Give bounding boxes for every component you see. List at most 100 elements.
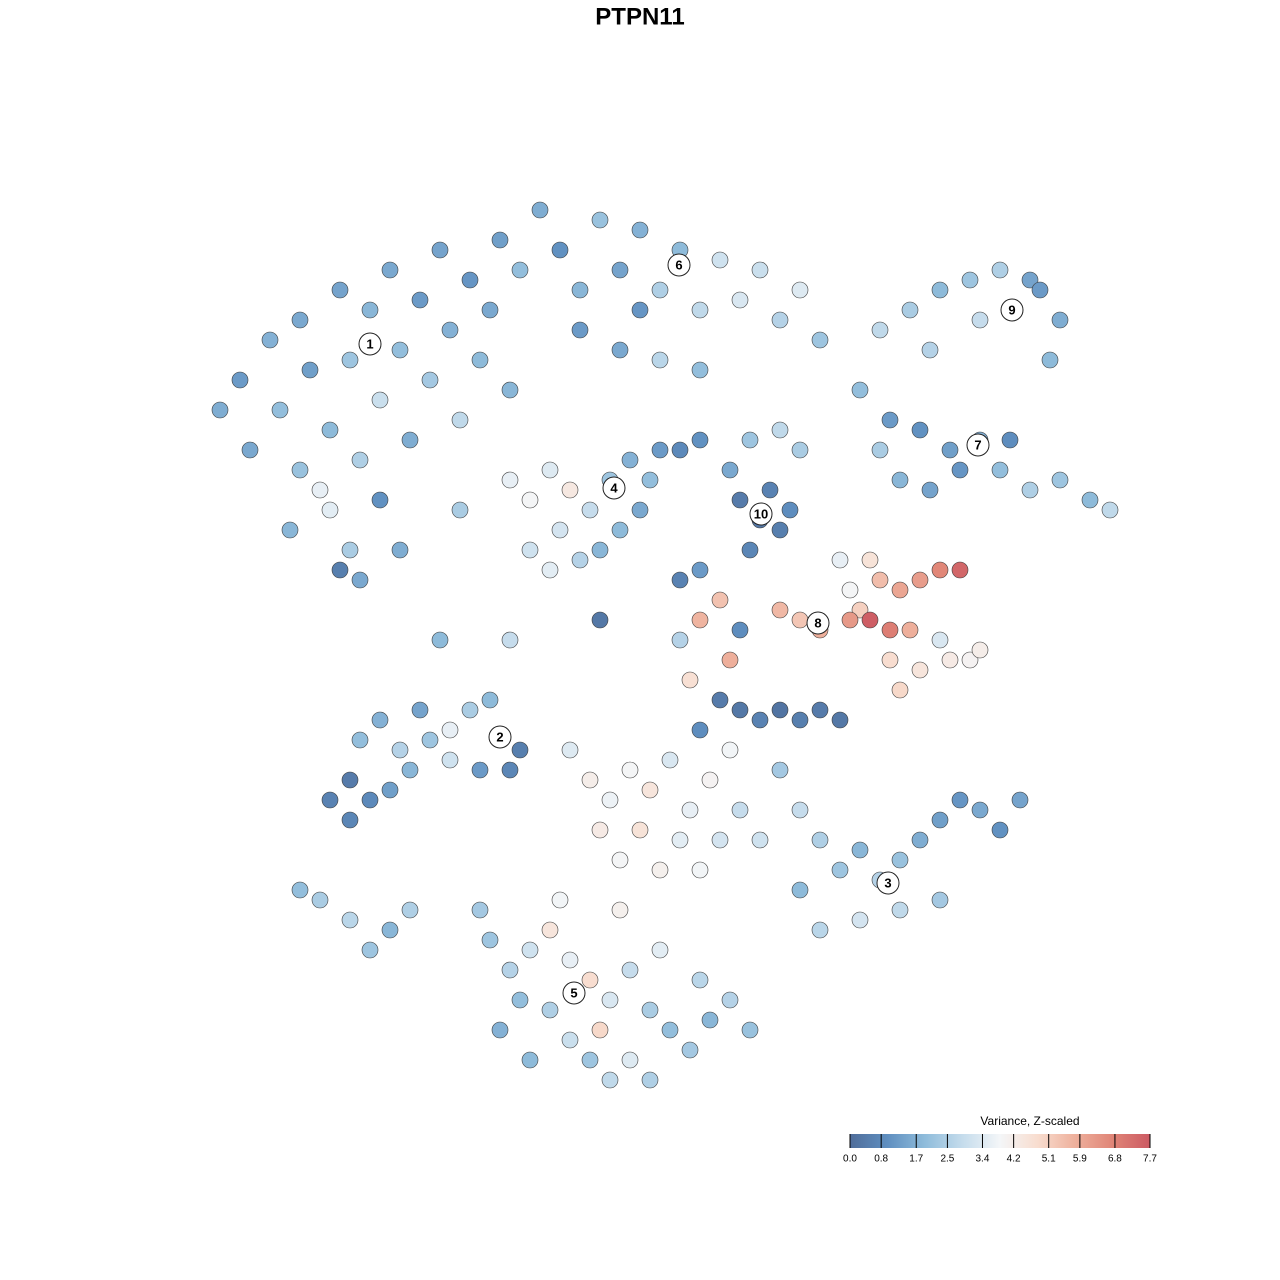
point (371, 711, 389, 729)
point (991, 821, 1009, 839)
point (451, 411, 469, 429)
point (991, 261, 1009, 279)
point (851, 911, 869, 929)
point (291, 461, 309, 479)
point (921, 481, 939, 499)
point (771, 521, 789, 539)
point (521, 941, 539, 959)
point (501, 471, 519, 489)
point (351, 731, 369, 749)
point (561, 481, 579, 499)
point (501, 631, 519, 649)
point (371, 491, 389, 509)
point (1041, 351, 1059, 369)
point (561, 951, 579, 969)
point (461, 271, 479, 289)
point (791, 881, 809, 899)
point (501, 381, 519, 399)
point (721, 741, 739, 759)
point (951, 561, 969, 579)
point (971, 801, 989, 819)
point (601, 991, 619, 1009)
point (641, 471, 659, 489)
point (921, 341, 939, 359)
point (561, 741, 579, 759)
point (311, 481, 329, 499)
point (791, 801, 809, 819)
point (811, 701, 829, 719)
cluster-marker (358, 332, 382, 356)
cluster-marker (806, 611, 830, 635)
point (241, 441, 259, 459)
point (901, 621, 919, 639)
cluster-marker (667, 253, 691, 277)
point (441, 321, 459, 339)
point (651, 861, 669, 879)
point (701, 1011, 719, 1029)
point (631, 821, 649, 839)
cluster-label: 8 (814, 615, 821, 630)
point (381, 921, 399, 939)
point (841, 611, 859, 629)
point (541, 921, 559, 939)
point (711, 831, 729, 849)
point (661, 751, 679, 769)
point (291, 881, 309, 899)
point (571, 551, 589, 569)
point (361, 941, 379, 959)
point (481, 691, 499, 709)
point (691, 611, 709, 629)
point (841, 581, 859, 599)
point (881, 411, 899, 429)
colorbar-tick-label: 0.0 (843, 1154, 857, 1165)
point (541, 461, 559, 479)
point (721, 991, 739, 1009)
point (811, 331, 829, 349)
point (751, 261, 769, 279)
cluster-marker (602, 476, 626, 500)
point (641, 781, 659, 799)
colorbar-tick-label: 1.7 (909, 1154, 923, 1165)
point (581, 501, 599, 519)
point (711, 691, 729, 709)
point (311, 891, 329, 909)
point (771, 761, 789, 779)
colorbar-tick-label: 3.4 (976, 1154, 990, 1165)
point (421, 371, 439, 389)
point (651, 351, 669, 369)
point (571, 281, 589, 299)
point (771, 421, 789, 439)
point (881, 651, 899, 669)
point (951, 791, 969, 809)
cluster-marker (562, 981, 586, 1005)
point (901, 301, 919, 319)
point (731, 621, 749, 639)
colorbar-tick-label: 7.7 (1143, 1154, 1157, 1165)
point (631, 301, 649, 319)
point (591, 611, 609, 629)
point (1101, 501, 1119, 519)
point (781, 501, 799, 519)
point (771, 311, 789, 329)
point (751, 711, 769, 729)
cluster-marker (876, 871, 900, 895)
point (691, 431, 709, 449)
point (581, 971, 599, 989)
point (501, 761, 519, 779)
point (231, 371, 249, 389)
point (451, 501, 469, 519)
cluster-label: 6 (675, 257, 682, 272)
point (891, 681, 909, 699)
point (931, 561, 949, 579)
point (621, 761, 639, 779)
point (711, 251, 729, 269)
point (631, 501, 649, 519)
point (431, 241, 449, 259)
point (571, 321, 589, 339)
colorbar-tick-label: 5.9 (1073, 1154, 1087, 1165)
point (681, 671, 699, 689)
point (471, 761, 489, 779)
point (641, 1001, 659, 1019)
point (421, 731, 439, 749)
